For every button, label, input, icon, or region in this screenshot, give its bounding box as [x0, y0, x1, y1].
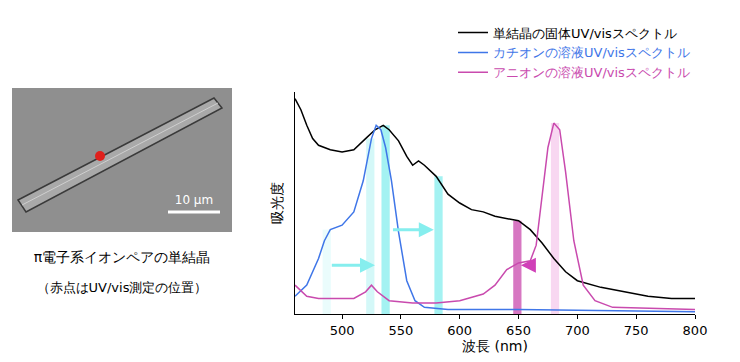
- svg-text:600: 600: [447, 323, 472, 338]
- svg-text:単結晶の固体UV/visスペクトル: 単結晶の固体UV/visスペクトル: [493, 26, 677, 41]
- svg-text:π電子系イオンペアの単結晶: π電子系イオンペアの単結晶: [34, 249, 210, 265]
- svg-text:550: 550: [388, 323, 413, 338]
- svg-text:波長 (nm): 波長 (nm): [462, 338, 528, 354]
- svg-text:750: 750: [624, 323, 649, 338]
- svg-text:10 µm: 10 µm: [175, 193, 213, 207]
- svg-text:カチオンの溶液UV/visスペクトル: カチオンの溶液UV/visスペクトル: [493, 45, 690, 60]
- svg-text:700: 700: [565, 323, 590, 338]
- svg-text:アニオンの溶液UV/visスペクトル: アニオンの溶液UV/visスペクトル: [493, 65, 690, 80]
- svg-text:800: 800: [683, 323, 708, 338]
- svg-text:650: 650: [506, 323, 531, 338]
- svg-text:（赤点はUV/vis測定の位置）: （赤点はUV/vis測定の位置）: [37, 280, 208, 295]
- svg-text:吸光度: 吸光度: [269, 182, 285, 224]
- svg-text:500: 500: [330, 323, 355, 338]
